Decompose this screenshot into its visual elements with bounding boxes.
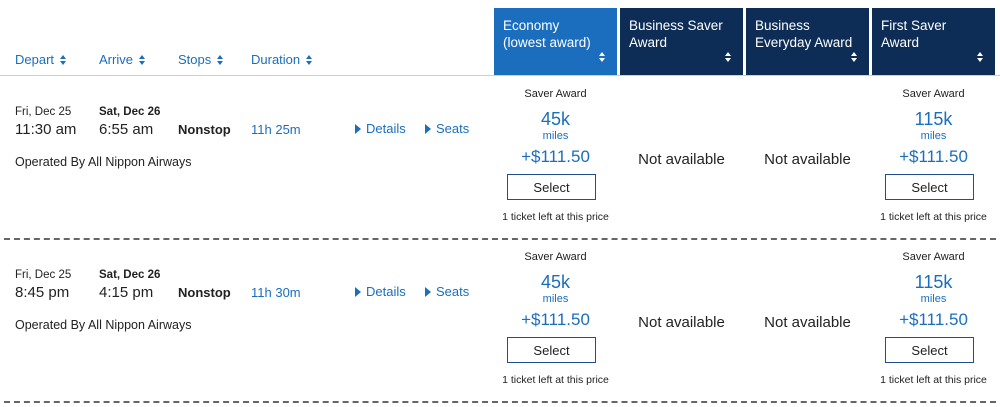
fare-column-label-line1: First Saver Award	[881, 18, 947, 50]
seats-link[interactable]: Seats	[425, 284, 469, 299]
sort-arrows-icon	[60, 54, 67, 65]
duration-value: 11h 25m	[251, 122, 301, 137]
fare-type: Saver Award	[524, 88, 587, 100]
sort-arrows-icon	[599, 52, 605, 62]
arrive-time: 6:55 am	[99, 121, 154, 138]
seats-label: Seats	[436, 121, 470, 136]
caret-right-icon	[355, 286, 361, 297]
arrive-date: Sat, Dec 26	[99, 106, 161, 118]
sort-stops-button[interactable]: Stops	[178, 52, 224, 67]
select-button[interactable]: Select	[885, 174, 974, 200]
arrive-time: 4:15 pm	[99, 284, 154, 301]
not-available-text: Not available	[638, 151, 725, 168]
fare-column-business-saver[interactable]: Business Saver Award	[620, 8, 743, 75]
duration-value: 11h 30m	[251, 285, 301, 300]
fare-cell-economy: Saver Award 45k miles +$111.50 Select 1 …	[494, 239, 617, 401]
caret-right-icon	[355, 123, 361, 134]
caret-right-icon	[425, 123, 431, 134]
fare-price: +$111.50	[521, 147, 590, 166]
fare-miles: 115k	[914, 109, 953, 129]
sort-arrows-icon	[851, 52, 857, 62]
sort-arrows-icon	[138, 54, 145, 65]
fare-miles: 45k	[540, 109, 571, 129]
fare-type: Saver Award	[524, 251, 587, 263]
not-available-text: Not available	[764, 314, 851, 331]
fare-column-label-line1: Business Saver	[629, 18, 723, 33]
select-button[interactable]: Select	[507, 337, 596, 363]
details-label: Details	[366, 284, 406, 299]
fare-miles-unit: miles	[920, 293, 947, 305]
fare-price: +$111.50	[521, 310, 590, 329]
sort-stops-label: Stops	[178, 52, 212, 67]
fare-column-label-line2: Everyday Award	[755, 35, 853, 50]
fare-price: +$111.50	[899, 310, 968, 329]
sort-arrows-icon	[306, 54, 313, 65]
depart-date: Fri, Dec 25	[15, 106, 72, 118]
sort-arrows-icon	[217, 54, 224, 65]
details-link[interactable]: Details	[355, 121, 406, 136]
depart-date: Fri, Dec 25	[15, 269, 72, 281]
arrive-date: Sat, Dec 26	[99, 269, 161, 281]
select-button[interactable]: Select	[507, 174, 596, 200]
fare-cell-first-saver: Saver Award 115k miles +$111.50 Select 1…	[872, 239, 995, 401]
fare-cell-business-saver: Not available	[620, 76, 743, 238]
fare-availability-note: 1 ticket left at this price	[502, 211, 609, 223]
fare-cell-business-everyday: Not available	[746, 76, 869, 238]
fare-availability-note: 1 ticket left at this price	[502, 374, 609, 386]
fare-miles-unit: miles	[542, 293, 569, 305]
row-divider	[4, 401, 996, 403]
seats-label: Seats	[436, 284, 470, 299]
depart-time: 11:30 am	[15, 121, 77, 138]
fare-column-business-everyday[interactable]: Business Everyday Award	[746, 8, 869, 75]
fare-column-first-saver[interactable]: First Saver Award	[872, 8, 995, 75]
sort-duration-label: Duration	[251, 52, 301, 67]
fare-availability-note: 1 ticket left at this price	[880, 374, 987, 386]
sort-arrows-icon	[725, 52, 731, 62]
fare-column-label-line2: Award	[629, 35, 668, 50]
select-button[interactable]: Select	[885, 337, 974, 363]
fare-cell-economy: Saver Award 45k miles +$111.50 Select 1 …	[494, 76, 617, 238]
sort-duration-button[interactable]: Duration	[251, 52, 313, 67]
fare-availability-note: 1 ticket left at this price	[880, 211, 987, 223]
fare-column-economy[interactable]: Economy (lowest award)	[494, 8, 617, 75]
fare-cell-business-saver: Not available	[620, 239, 743, 401]
depart-time: 8:45 pm	[15, 284, 70, 301]
details-link[interactable]: Details	[355, 284, 406, 299]
seats-link[interactable]: Seats	[425, 121, 469, 136]
sort-arrows-icon	[977, 52, 983, 62]
not-available-text: Not available	[764, 151, 851, 168]
flight-row: Fri, Dec 25 11:30 am Sat, Dec 26 6:55 am…	[0, 76, 1000, 238]
stops-value: Nonstop	[178, 285, 231, 300]
row-divider	[4, 238, 996, 240]
flight-row: Fri, Dec 25 8:45 pm Sat, Dec 26 4:15 pm …	[0, 239, 1000, 401]
fare-miles: 115k	[914, 272, 953, 292]
fare-miles-unit: miles	[542, 130, 569, 142]
sort-depart-label: Depart	[15, 52, 55, 67]
results-header: Depart Arrive Stops Duration Economy (lo…	[0, 0, 1000, 76]
fare-type: Saver Award	[902, 88, 965, 100]
stops-value: Nonstop	[178, 122, 231, 137]
fare-cell-business-everyday: Not available	[746, 239, 869, 401]
fare-cell-first-saver: Saver Award 115k miles +$111.50 Select 1…	[872, 76, 995, 238]
sort-depart-button[interactable]: Depart	[15, 52, 67, 67]
caret-right-icon	[425, 286, 431, 297]
fare-type: Saver Award	[902, 251, 965, 263]
details-label: Details	[366, 121, 406, 136]
operated-by: Operated By All Nippon Airways	[15, 155, 192, 169]
not-available-text: Not available	[638, 314, 725, 331]
fare-price: +$111.50	[899, 147, 968, 166]
operated-by: Operated By All Nippon Airways	[15, 318, 192, 332]
sort-arrive-button[interactable]: Arrive	[99, 52, 145, 67]
fare-miles: 45k	[540, 272, 571, 292]
sort-arrive-label: Arrive	[99, 52, 133, 67]
fare-miles-unit: miles	[920, 130, 947, 142]
fare-column-label-line1: Economy	[503, 18, 560, 33]
fare-column-label-line1: Business	[755, 18, 810, 33]
fare-column-label-line2: (lowest award)	[503, 35, 591, 50]
